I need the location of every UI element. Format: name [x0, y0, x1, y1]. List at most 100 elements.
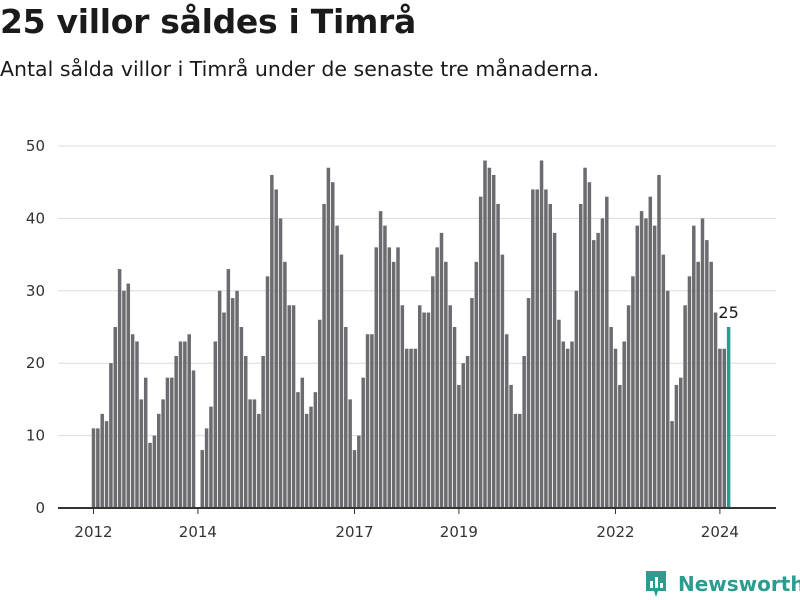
bar [600, 218, 605, 508]
bar [217, 290, 222, 508]
bar [378, 211, 383, 508]
x-tick-label: 2019 [440, 523, 478, 541]
bar [300, 377, 305, 508]
bar [126, 283, 131, 508]
bar [383, 225, 387, 508]
bar [500, 254, 505, 508]
x-tick-label: 2012 [74, 523, 112, 541]
bar [313, 392, 318, 508]
newsworthy-logo-icon [646, 571, 666, 597]
bar [352, 450, 357, 508]
bar [496, 203, 500, 509]
bar [713, 312, 718, 508]
bar [452, 327, 457, 508]
bar [178, 341, 183, 508]
chart-title: 25 villor såldes i Timrå [0, 2, 416, 41]
brand-name: Newsworthy [678, 572, 800, 596]
bar [465, 355, 470, 508]
bar [644, 218, 648, 508]
bar [161, 399, 165, 508]
bar [618, 384, 622, 508]
bar [143, 377, 148, 508]
bar [391, 261, 396, 508]
bar [252, 399, 257, 508]
bar [317, 319, 322, 508]
bar [204, 428, 209, 508]
bar [548, 203, 552, 509]
bar [191, 370, 196, 508]
bar [674, 384, 679, 508]
bar [692, 225, 696, 508]
bar [287, 305, 291, 508]
bar [700, 218, 705, 508]
bar [278, 218, 283, 508]
bar [557, 319, 561, 508]
bar [413, 348, 418, 508]
bar [696, 261, 700, 508]
x-tick-label: 2024 [701, 523, 739, 541]
bar [183, 341, 187, 508]
bar [478, 196, 483, 508]
bar [96, 428, 100, 508]
bar [248, 399, 252, 508]
bar [152, 435, 157, 508]
bar [200, 450, 204, 508]
chart-subtitle: Antal sålda villor i Timrå under de sena… [0, 57, 600, 81]
bar-chart: 0 10 20 30 40 50 25 2012 2014 2017 2019 2022 2024 [26, 137, 776, 541]
bar [487, 167, 492, 508]
y-tick-label: 10 [26, 427, 45, 445]
bar [683, 305, 687, 508]
bar [718, 348, 722, 508]
bar [226, 269, 231, 508]
bar [374, 247, 378, 509]
bar [296, 392, 300, 508]
bar [357, 435, 361, 508]
bar [474, 261, 479, 508]
bar [565, 348, 570, 508]
bar [239, 327, 244, 508]
bar [670, 421, 674, 508]
bar [609, 327, 613, 508]
bar [526, 298, 531, 508]
bar [705, 240, 709, 508]
bar [135, 341, 139, 508]
bar [344, 327, 348, 508]
bar [409, 348, 413, 508]
bar [174, 355, 178, 508]
bar [661, 254, 666, 508]
bar [222, 312, 226, 508]
bar [235, 290, 239, 508]
bar [483, 160, 487, 509]
bar [396, 247, 400, 509]
bar [348, 399, 352, 508]
bar [422, 312, 426, 508]
bar [583, 167, 587, 508]
bar [509, 384, 513, 508]
bar [491, 174, 496, 508]
bar [531, 189, 535, 508]
bar [722, 348, 726, 508]
bar [561, 341, 566, 508]
bar [257, 413, 261, 508]
bar [574, 290, 579, 508]
bar [435, 247, 439, 509]
bar [648, 196, 653, 508]
bar [596, 232, 600, 508]
bar [626, 305, 631, 508]
bar [157, 413, 161, 508]
bar [631, 276, 635, 508]
bar [639, 211, 644, 508]
bar [587, 182, 592, 508]
bar [304, 413, 309, 508]
bar [326, 167, 331, 508]
bar [335, 225, 339, 508]
bar [148, 442, 152, 508]
bar [657, 174, 661, 508]
bar [361, 377, 365, 508]
bar [518, 413, 522, 508]
bar [622, 341, 626, 508]
bar [387, 247, 392, 509]
bar [505, 334, 509, 508]
bar [687, 276, 692, 508]
bar [535, 189, 539, 508]
